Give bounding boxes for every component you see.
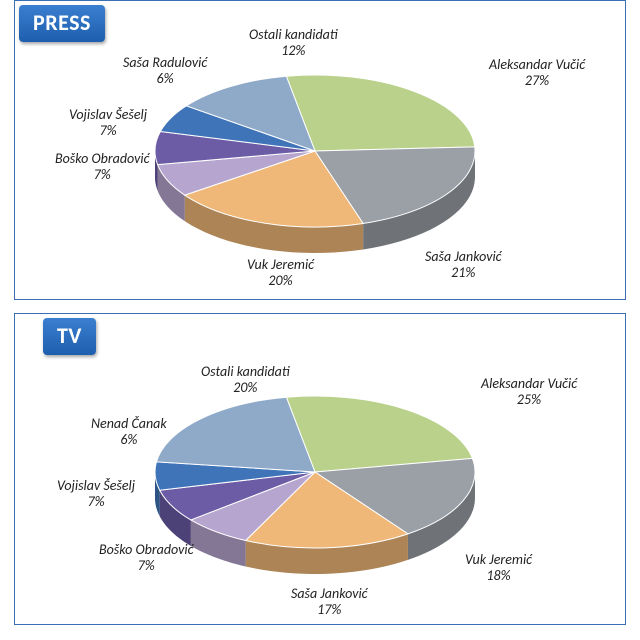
slice-label: Boško Obradović7%	[99, 542, 193, 574]
slice-label: Ostali kandidati20%	[201, 364, 290, 396]
pie-slice	[286, 75, 474, 151]
press-panel: PRESS Aleksandar Vučić27%Saša Janković21…	[14, 0, 626, 300]
slice-label: Ostali kandidati12%	[249, 27, 338, 59]
slice-label: Vojislav Šešelj7%	[57, 478, 135, 510]
slice-label: Saša Janković21%	[425, 249, 502, 281]
slice-label: Vuk Jeremić20%	[247, 257, 314, 289]
slice-label: Vuk Jeremić18%	[465, 552, 532, 584]
tv-pie-chart: Aleksandar Vučić25% Vuk Jeremić18% Saša Ja…	[15, 314, 625, 624]
press-pie-chart: Aleksandar Vučić27% Saša Janković21% Vuk J…	[15, 1, 625, 299]
slice-label: Boško Obradović7%	[55, 151, 149, 183]
slice-label: Aleksandar Vučić27%	[489, 57, 585, 89]
slice-label: Vojislav Šešelj7%	[69, 107, 147, 139]
slice-label: Saša Radulović6%	[123, 55, 207, 87]
slice-label: Nenad Čanak6%	[91, 416, 167, 448]
slice-label: Aleksandar Vučić25%	[481, 376, 577, 408]
tv-panel: TV Aleksandar Vučić25%Vuk Jeremić18%Saša…	[14, 313, 626, 625]
slice-label: Saša Janković17%	[291, 586, 368, 618]
